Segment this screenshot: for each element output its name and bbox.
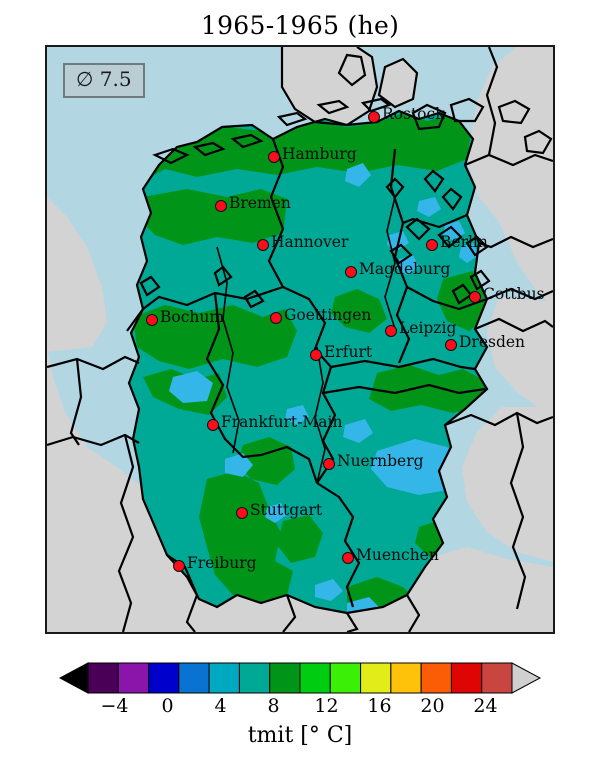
city-dot-icon [173,560,185,572]
colorbar-segment [360,662,392,694]
city-dot-icon [268,151,280,163]
city-dot-icon [215,200,227,212]
city-label: Rostock [382,105,445,123]
colorbar-tick-label: 20 [420,695,445,717]
city-label: Magdeburg [359,260,451,278]
colorbar-segment [420,662,452,694]
city-dot-icon [445,339,457,351]
administrative-boundaries [47,47,553,632]
colorbar-tick-label: 12 [314,695,339,717]
city-dot-icon [368,111,380,123]
colorbar-axis-label: tmit [° C] [247,723,353,748]
colorbar-tick-label: 24 [473,695,498,717]
colorbar-segment [148,662,180,694]
colorbar-segment [238,662,271,694]
city-label: Cottbus [483,285,545,303]
city-dot-icon [426,239,438,251]
city-dot-icon [146,314,158,326]
city-label: Freiburg [187,554,257,572]
city-dot-icon [207,419,219,431]
city-dot-icon [310,349,322,361]
city-label: Dresden [459,333,526,351]
city-dot-icon [345,266,357,278]
colorbar-swatches [58,662,542,694]
city-label: Stuttgart [250,501,323,519]
city-dot-icon [342,552,354,564]
city-dot-icon [257,239,269,251]
temperature-field [129,111,487,613]
map-panel: ∅ 7.5 Rostock Hamburg Bremen Hannover Berlin… [45,45,555,634]
city-label: Erfurt [324,343,373,361]
colorbar-segment [329,662,362,694]
city-dot-icon [469,291,481,303]
colorbar-segment [117,662,150,694]
colorbar: −4 0 4 8 12 16 20 24 tmit [° C] [0,655,600,780]
colorbar-tick-label: 8 [267,695,280,717]
page-title: 1965-1965 (he) [200,11,400,40]
city-label: Muenchen [356,546,439,564]
city-label: Hamburg [282,145,357,163]
colorbar-tick-label: −4 [100,695,129,717]
colorbar-tick-labels: −4 0 4 8 12 16 20 24 [0,695,600,721]
colorbar-tick-label: 0 [161,695,174,717]
city-dot-icon [236,507,248,519]
colorbar-segment [299,662,331,694]
city-label: Bremen [229,194,291,212]
colorbar-segment [208,662,240,694]
city-dot-icon [323,458,335,470]
city-label: Frankfurt-Main [221,413,343,431]
city-dot-icon [270,312,282,324]
city-label: Leipzig [399,319,457,337]
colorbar-tick-label: 4 [214,695,227,717]
colorbar-segment [481,662,513,694]
city-label: Hannover [271,233,349,251]
city-dot-icon [385,325,397,337]
city-label: Goettingen [284,306,372,324]
colorbar-segment [450,662,483,694]
average-badge: ∅ 7.5 [63,63,145,98]
colorbar-over-arrow [511,662,542,694]
map-raster [47,47,553,632]
colorbar-tick-label: 16 [367,695,392,717]
colorbar-segment [390,662,422,694]
colorbar-segment [87,662,119,694]
city-label: Berlin [440,233,488,251]
colorbar-under-arrow [58,662,89,694]
city-label: Nuernberg [337,452,424,470]
colorbar-segment [269,662,301,694]
colorbar-segment [178,662,210,694]
city-label: Bochum [160,308,225,326]
